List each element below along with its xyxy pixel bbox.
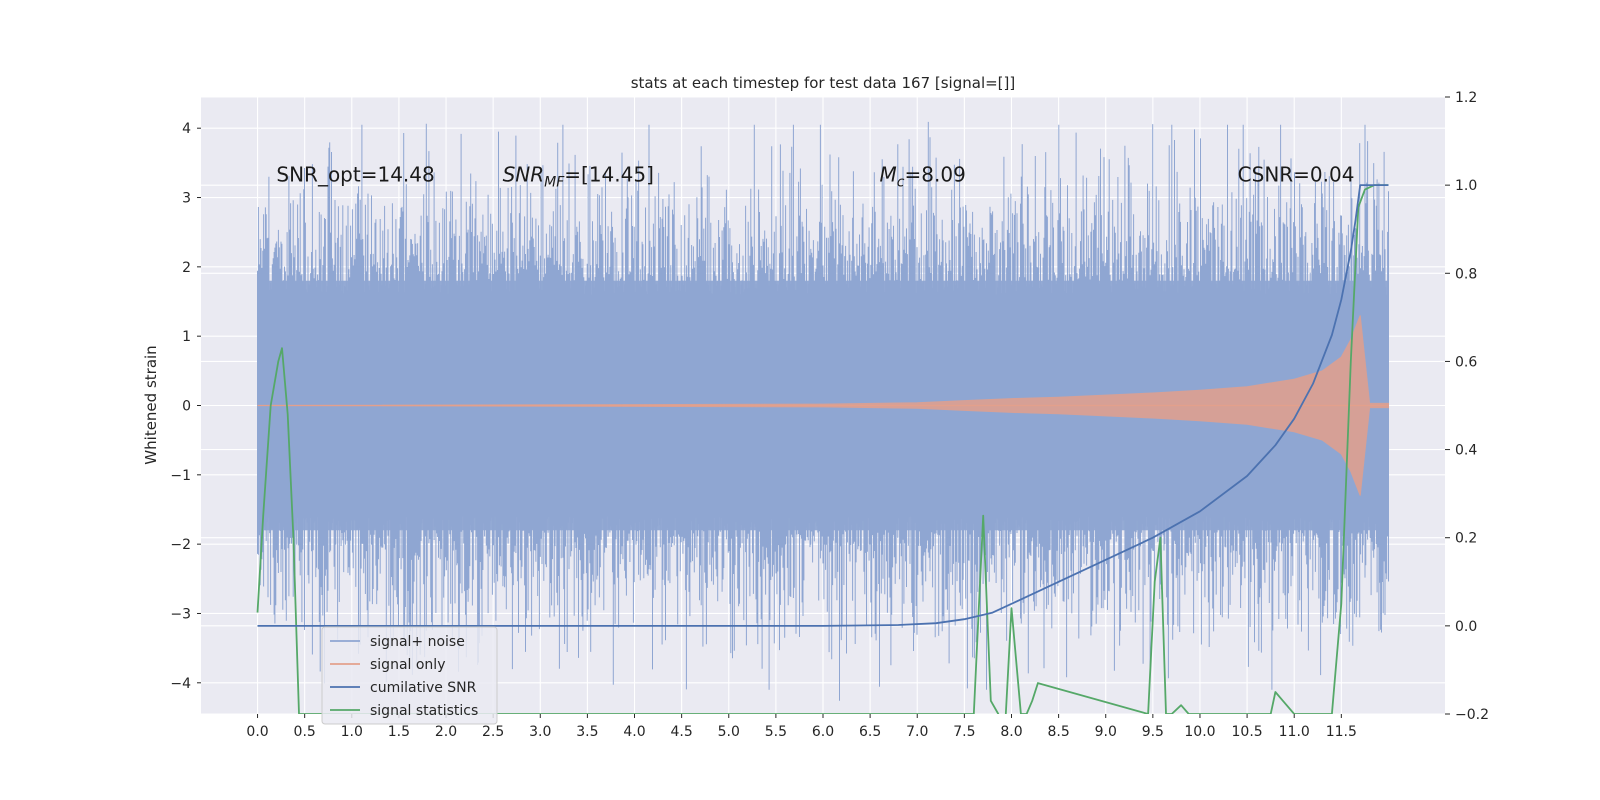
x-tick-label: 7.0 bbox=[906, 724, 928, 740]
annotation-subscript: MF bbox=[544, 175, 565, 191]
x-tick-label: 3.5 bbox=[576, 724, 598, 740]
x-tick-label: 10.0 bbox=[1184, 724, 1215, 740]
y-axis-left: 4 3 2 1 0 −1 −2 −3 −4 bbox=[170, 121, 201, 692]
annotation-text: Mc=8.09 bbox=[880, 163, 966, 191]
y-tick-label: 2 bbox=[182, 260, 191, 276]
legend-box bbox=[321, 626, 498, 725]
y2-tick-label: 1.2 bbox=[1455, 90, 1477, 106]
annotation-text: CSNR=0.04 bbox=[1238, 163, 1355, 187]
legend-entry-label: signal+ noise bbox=[370, 634, 465, 650]
x-tick-label: 5.5 bbox=[765, 724, 787, 740]
legend-entry-label: signal statistics bbox=[370, 703, 478, 719]
y-tick-label: −1 bbox=[170, 468, 191, 484]
x-tick-label: 9.5 bbox=[1142, 724, 1164, 740]
x-tick-label: 2.0 bbox=[435, 724, 457, 740]
x-tick-label: 5.0 bbox=[718, 724, 740, 740]
annotation-text: SNRMF=[14.45] bbox=[503, 163, 654, 191]
x-tick-label: 4.5 bbox=[671, 724, 693, 740]
y-tick-label: 0 bbox=[182, 399, 191, 415]
x-tick-label: 8.5 bbox=[1047, 724, 1069, 740]
x-tick-label: 2.5 bbox=[482, 724, 504, 740]
y2-tick-label: 0.2 bbox=[1455, 531, 1477, 547]
y-axis-right: 1.2 1.0 0.8 0.6 0.4 0.2 0.0 −0.2 bbox=[1445, 90, 1489, 723]
annotation-main: CSNR=0.04 bbox=[1238, 163, 1355, 187]
x-tick-label: 3.0 bbox=[529, 724, 551, 740]
x-tick-label: 10.5 bbox=[1232, 724, 1263, 740]
series-cumulative-snr-line bbox=[257, 184, 1389, 627]
x-tick-label: 1.0 bbox=[341, 724, 363, 740]
x-tick-label: 1.5 bbox=[388, 724, 410, 740]
y2-tick-label: 0.4 bbox=[1455, 443, 1477, 459]
right-axis-series bbox=[256, 184, 1389, 714]
x-axis: 0.0 0.5 1.0 1.5 2.0 2.5 3.0 3.5 4.0 4.5 5.0 5.5 6.0 6… bbox=[246, 714, 1357, 740]
series-signal-only bbox=[257, 315, 1389, 496]
annotation-subscript: c bbox=[897, 175, 905, 191]
y2-tick-label: 0.6 bbox=[1455, 354, 1477, 370]
chart-title: stats at each timestep for test data 167… bbox=[631, 74, 1016, 92]
y2-tick-label: 0.8 bbox=[1455, 266, 1477, 282]
x-tick-label: 7.5 bbox=[953, 724, 975, 740]
series-signal-statistics-line bbox=[256, 184, 1389, 714]
annotations: SNR_opt=14.48 SNRMF=[14.45] Mc=8.09 CSNR=0.… bbox=[276, 163, 1354, 191]
x-tick-label: 6.0 bbox=[812, 724, 834, 740]
x-tick-label: 0.5 bbox=[294, 724, 316, 740]
x-tick-label: 8.0 bbox=[1000, 724, 1022, 740]
y2-tick-label: 0.0 bbox=[1455, 619, 1477, 635]
y2-tick-label: 1.0 bbox=[1455, 178, 1477, 194]
x-tick-label: 6.5 bbox=[859, 724, 881, 740]
legend-entry-label: signal only bbox=[370, 657, 445, 673]
annotation-main: SNR bbox=[503, 163, 545, 187]
annotation-main: SNR_opt=14.48 bbox=[276, 163, 434, 187]
y-tick-label: 1 bbox=[182, 329, 191, 345]
x-tick-label: 9.0 bbox=[1095, 724, 1117, 740]
annotation-rest: =[14.45] bbox=[564, 163, 654, 187]
annotation-rest: =8.09 bbox=[905, 163, 966, 187]
y-tick-label: −2 bbox=[170, 537, 191, 553]
annotation-main: M bbox=[880, 163, 897, 187]
y2-tick-label: −0.2 bbox=[1455, 707, 1489, 723]
y-tick-label: 3 bbox=[182, 191, 191, 207]
y-tick-label: 4 bbox=[182, 121, 191, 137]
x-tick-label: 11.0 bbox=[1279, 724, 1310, 740]
y-tick-label: −4 bbox=[170, 676, 191, 692]
y-tick-label: −3 bbox=[170, 606, 191, 622]
legend-entry-label: cumilative SNR bbox=[370, 680, 477, 696]
x-tick-label: 4.0 bbox=[623, 724, 645, 740]
legend: signal+ noise signal only cumilative SNR si… bbox=[321, 626, 498, 725]
x-tick-label: 11.5 bbox=[1326, 724, 1357, 740]
annotation-text: SNR_opt=14.48 bbox=[276, 163, 434, 187]
y-axis-label: Whitened strain bbox=[142, 345, 160, 464]
x-tick-label: 0.0 bbox=[246, 724, 268, 740]
